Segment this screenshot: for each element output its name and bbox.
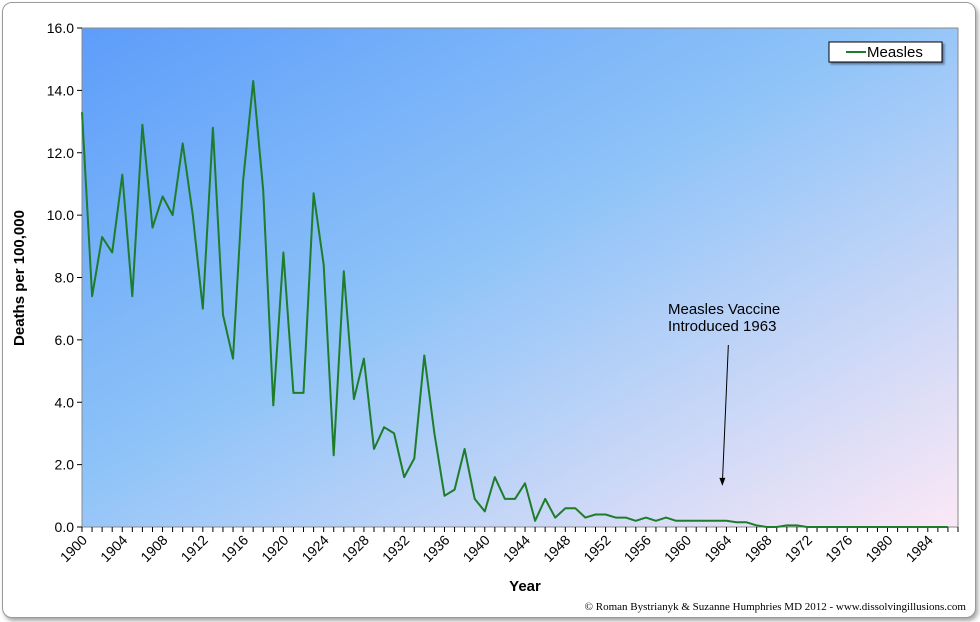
- vaccine-annotation: Measles Vaccine Introduced 1963: [668, 301, 780, 486]
- y-tick-label: 8.0: [55, 270, 75, 286]
- plot-area: [81, 27, 959, 528]
- y-axis-title: Deaths per 100,000: [11, 210, 28, 346]
- x-tick-label: 1916: [218, 532, 251, 565]
- x-tick-label: 1908: [137, 532, 170, 565]
- y-axis-ticks: 0.0 2.0 4.0 6.0 8.0 10.0 12.0 14.0 16.0: [47, 20, 82, 535]
- x-tick-label: 1932: [379, 532, 412, 565]
- y-tick-label: 12.0: [47, 145, 74, 161]
- x-tick-label: 1944: [500, 532, 533, 565]
- y-tick-label: 14.0: [47, 82, 74, 98]
- legend-box: [828, 41, 943, 63]
- x-tick-label: 1980: [862, 532, 895, 565]
- x-tick-label: 1964: [701, 532, 734, 565]
- x-tick-label: 1940: [460, 532, 493, 565]
- x-tick-label: 1968: [741, 532, 774, 565]
- x-tick-label: 1952: [580, 532, 613, 565]
- y-tick-label: 4.0: [55, 394, 75, 410]
- y-tick-label: 2.0: [55, 457, 75, 473]
- x-tick-label: 1972: [782, 532, 815, 565]
- x-tick-label: 1936: [419, 532, 452, 565]
- x-tick-label: 1976: [822, 532, 855, 565]
- x-tick-label: 1904: [97, 532, 130, 565]
- x-tick-label: 1900: [57, 532, 90, 565]
- legend: Measles: [828, 41, 943, 63]
- x-tick-label: 1948: [540, 532, 573, 565]
- annotation-arrowhead: [719, 477, 726, 486]
- annotation-arrow: [721, 344, 729, 484]
- y-tick-label: 6.0: [55, 332, 75, 348]
- y-tick-label: 0.0: [55, 519, 75, 535]
- x-tick-label: 1924: [298, 532, 331, 565]
- x-tick-label: 1984: [903, 532, 936, 565]
- x-tick-label: 1956: [621, 532, 654, 565]
- x-axis-ticks: 1900 1904 1908 1912 1916 1920 1924 1928 1932 1936…: [57, 527, 959, 565]
- x-tick-label: 1912: [178, 532, 211, 565]
- x-axis-title: Year: [509, 578, 541, 595]
- x-tick-label: 1928: [339, 532, 372, 565]
- copyright-footer: © Roman Bystrianyk & Suzanne Humphries M…: [585, 601, 967, 613]
- y-tick-label: 16.0: [47, 20, 74, 36]
- annotation-line-1: Measles Vaccine: [668, 301, 780, 318]
- legend-label-measles: Measles: [867, 44, 923, 61]
- annotation-line-2: Introduced 1963: [668, 318, 776, 335]
- measles-series-line: [81, 80, 948, 528]
- x-tick-label: 1920: [258, 532, 291, 565]
- x-tick-label: 1960: [661, 532, 694, 565]
- y-tick-label: 10.0: [47, 207, 74, 223]
